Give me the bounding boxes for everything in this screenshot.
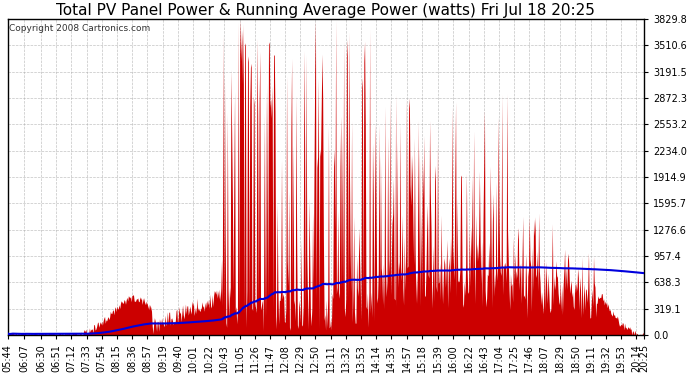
Title: Total PV Panel Power & Running Average Power (watts) Fri Jul 18 20:25: Total PV Panel Power & Running Average P… xyxy=(57,3,595,18)
Text: Copyright 2008 Cartronics.com: Copyright 2008 Cartronics.com xyxy=(9,24,150,33)
